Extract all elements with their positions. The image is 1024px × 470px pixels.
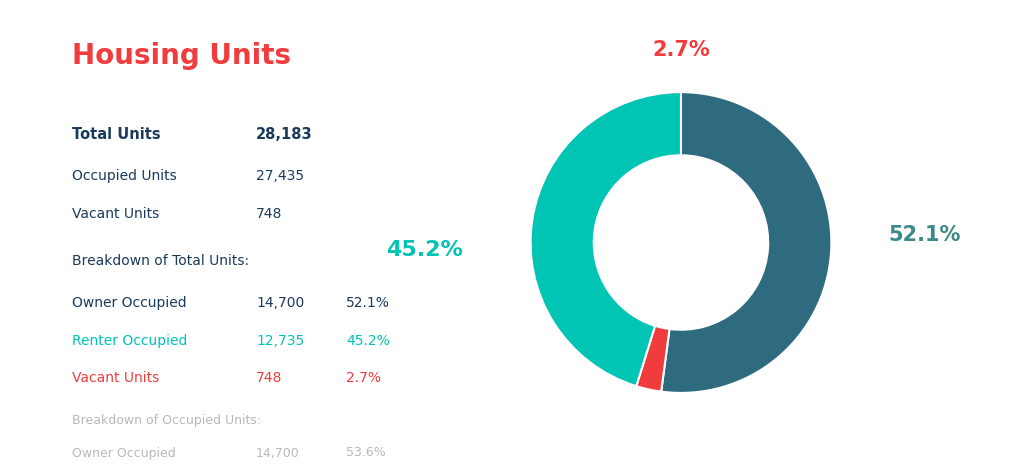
- Text: 12,735: 12,735: [256, 334, 304, 348]
- Text: Housing Units: Housing Units: [72, 42, 291, 70]
- Text: Breakdown of Occupied Units:: Breakdown of Occupied Units:: [72, 414, 261, 427]
- Text: 45.2%: 45.2%: [386, 240, 463, 260]
- Text: Occupied Units: Occupied Units: [72, 169, 176, 183]
- Wedge shape: [662, 92, 831, 393]
- Text: Total Units: Total Units: [72, 127, 161, 142]
- Text: 14,700: 14,700: [256, 446, 300, 460]
- Text: Vacant Units: Vacant Units: [72, 371, 159, 385]
- Text: 748: 748: [256, 371, 283, 385]
- Text: 45.2%: 45.2%: [346, 334, 390, 348]
- Text: 52.1%: 52.1%: [346, 296, 390, 310]
- Text: 27,435: 27,435: [256, 169, 304, 183]
- Text: Owner Occupied: Owner Occupied: [72, 446, 175, 460]
- Text: 28,183: 28,183: [256, 127, 312, 142]
- Text: Breakdown of Total Units:: Breakdown of Total Units:: [72, 254, 249, 268]
- Text: 2.7%: 2.7%: [652, 40, 710, 60]
- Wedge shape: [636, 326, 670, 392]
- Text: Vacant Units: Vacant Units: [72, 207, 159, 221]
- Text: Owner Occupied: Owner Occupied: [72, 296, 186, 310]
- Wedge shape: [530, 92, 681, 386]
- Text: 52.1%: 52.1%: [889, 225, 961, 245]
- Text: 14,700: 14,700: [256, 296, 304, 310]
- Text: 53.6%: 53.6%: [346, 446, 386, 460]
- Text: 748: 748: [256, 207, 283, 221]
- Text: 2.7%: 2.7%: [346, 371, 381, 385]
- Text: Renter Occupied: Renter Occupied: [72, 334, 187, 348]
